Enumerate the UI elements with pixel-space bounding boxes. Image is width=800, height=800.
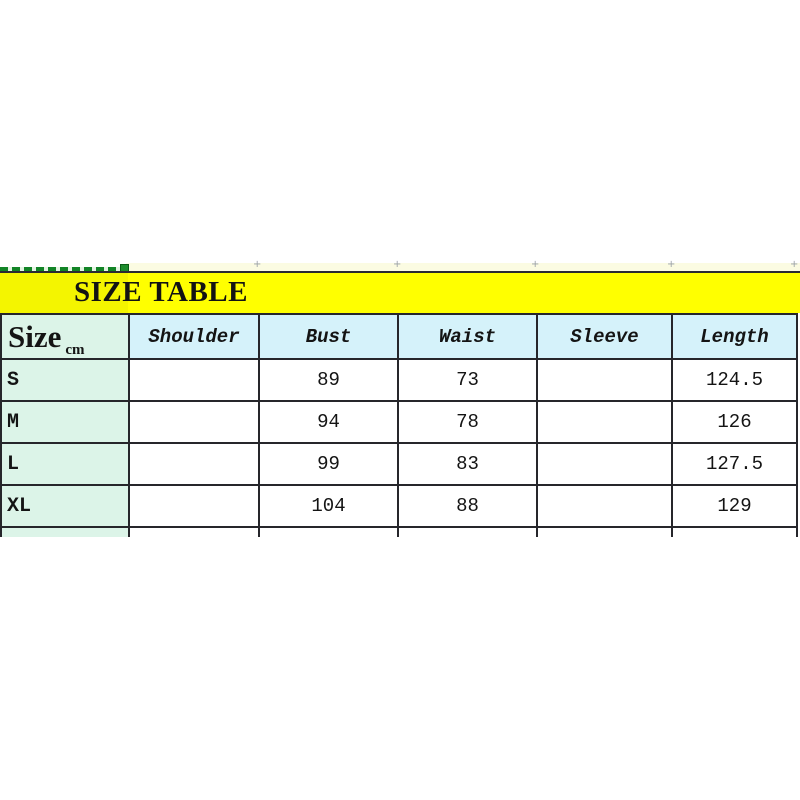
partial-row: [0, 526, 798, 537]
cell-shoulder: [128, 400, 260, 444]
unit-label: cm: [65, 341, 85, 358]
cell-sleeve: [536, 358, 673, 402]
partial-cell: [536, 526, 673, 537]
table-row: XL 104 88 129: [0, 484, 798, 528]
cell-bust: 99: [258, 442, 399, 486]
page-title: SIZE TABLE: [74, 276, 248, 308]
cell-bust: 89: [258, 358, 399, 402]
column-tick-mark: +: [253, 259, 262, 270]
cell-shoulder: [128, 358, 260, 402]
cell-length: 129: [671, 484, 798, 528]
partial-cell: [671, 526, 798, 537]
column-tick-mark: +: [667, 259, 676, 270]
selection-dashed-line: [0, 267, 123, 272]
table-row: M 94 78 126: [0, 400, 798, 444]
partial-cell: [0, 526, 130, 537]
column-tick-mark: +: [790, 259, 799, 270]
cell-sleeve: [536, 484, 673, 528]
gridline-strip: [126, 263, 800, 271]
cell-waist: 83: [397, 442, 538, 486]
cell-length: 126: [671, 400, 798, 444]
column-header-bust: Bust: [258, 313, 399, 360]
cell-waist: 73: [397, 358, 538, 402]
table-row: S 89 73 124.5: [0, 358, 798, 402]
row-label: M: [0, 400, 130, 444]
header-row: Size cm Shoulder Bust Waist Sleeve Length: [0, 313, 798, 360]
row-label: L: [0, 442, 130, 486]
banner-left-shade: [0, 273, 128, 313]
column-tick-mark: +: [393, 259, 402, 270]
size-table: Size cm Shoulder Bust Waist Sleeve Length…: [0, 313, 798, 537]
cell-length: 127.5: [671, 442, 798, 486]
cell-sleeve: [536, 442, 673, 486]
row-label: S: [0, 358, 130, 402]
cell-bust: 104: [258, 484, 399, 528]
cell-waist: 88: [397, 484, 538, 528]
column-tick-mark: +: [531, 259, 540, 270]
partial-cell: [128, 526, 260, 537]
column-header-shoulder: Shoulder: [128, 313, 260, 360]
title-banner: SIZE TABLE: [0, 271, 800, 313]
partial-cell: [397, 526, 538, 537]
cell-length: 124.5: [671, 358, 798, 402]
cell-bust: 94: [258, 400, 399, 444]
cell-shoulder: [128, 442, 260, 486]
cell-shoulder: [128, 484, 260, 528]
column-header-length: Length: [671, 313, 798, 360]
table-row: L 99 83 127.5: [0, 442, 798, 486]
cell-sleeve: [536, 400, 673, 444]
cell-waist: 78: [397, 400, 538, 444]
column-header-waist: Waist: [397, 313, 538, 360]
size-corner-cell: Size cm: [0, 313, 130, 360]
column-header-sleeve: Sleeve: [536, 313, 673, 360]
partial-cell: [258, 526, 399, 537]
size-label: Size: [8, 318, 62, 354]
row-label: XL: [0, 484, 130, 528]
